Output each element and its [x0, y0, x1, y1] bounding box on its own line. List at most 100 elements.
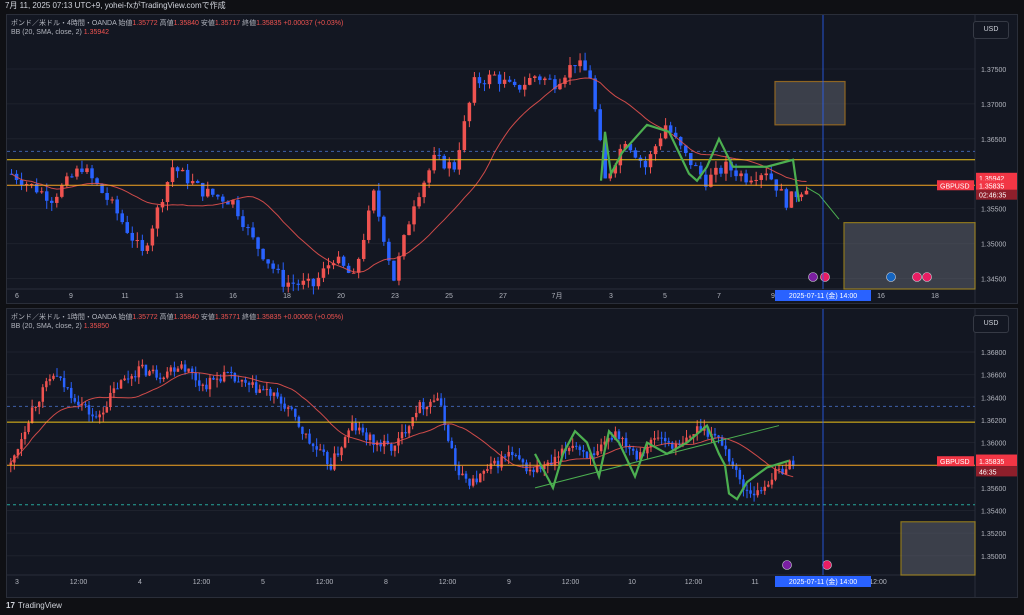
candle-body [361, 239, 366, 259]
candle-body [719, 167, 723, 174]
candle-body [148, 371, 151, 376]
candle-body [588, 70, 592, 79]
candle-body [247, 382, 251, 385]
candle-body [41, 387, 45, 402]
candle-body [115, 199, 119, 214]
time-tick-label: 5 [261, 579, 265, 586]
currency-button-1h[interactable]: USD [973, 315, 1009, 333]
footer-brand[interactable]: 17 TradingView [6, 599, 62, 613]
candle-body [155, 207, 160, 229]
candle-body [69, 387, 73, 399]
economic-event-icon [782, 560, 792, 570]
candle-body [688, 436, 692, 438]
candle-body [429, 401, 432, 407]
chart-canvas-1h[interactable]: 1.36800 1.36600 1.36400 1.36200 1.36000 1.356… [7, 309, 1017, 597]
candle-body [333, 453, 336, 470]
candle-body [437, 154, 441, 156]
candle-body [635, 450, 638, 460]
candle-body [784, 189, 789, 208]
candle-body [422, 402, 425, 410]
chart-canvas-4h[interactable]: 1.37500 1.37000 1.36500 1.35500 1.35000 1.345… [7, 15, 1017, 303]
candle-body [454, 448, 457, 465]
candle-body [180, 364, 183, 369]
candle-body [372, 434, 375, 446]
time-tick-label: 25 [445, 293, 453, 300]
economic-event-icon [912, 272, 922, 282]
price-tick-label: 1.35200 [981, 531, 1006, 538]
chart-pane-1h[interactable]: 1.36800 1.36600 1.36400 1.36200 1.36000 1.356… [6, 308, 1018, 598]
candle-body [558, 83, 562, 90]
candle-body [789, 191, 794, 208]
legend-symbol: ポンド／米ドル・1時間・OANDA [11, 314, 117, 321]
candle-body [390, 443, 393, 451]
candle-body [219, 378, 222, 382]
candle-body [567, 447, 571, 452]
legend-4h: ポンド／米ドル・4時間・OANDA 始値1.35772 高値1.35840 安値… [11, 19, 343, 28]
chart-pane-4h[interactable]: 1.37500 1.37000 1.36500 1.35500 1.35000 1.345… [6, 14, 1018, 304]
time-tick-label: 18 [931, 293, 939, 300]
candle-body [272, 392, 276, 396]
price-tick-label: 1.36600 [981, 373, 1006, 380]
candle-body [216, 194, 220, 197]
candle-body [221, 196, 225, 202]
candle-body [144, 364, 148, 376]
candle-body [59, 376, 62, 379]
candle-body [694, 165, 698, 167]
candle-body [283, 403, 286, 409]
candle-body [734, 170, 738, 177]
candle-body [294, 408, 297, 417]
candle-body [73, 398, 77, 402]
candle-body [592, 453, 596, 456]
candle-body [585, 451, 589, 459]
price-tick-label: 1.36200 [981, 418, 1006, 425]
candle-body [543, 78, 547, 81]
candle-body [668, 125, 673, 133]
candle-body [663, 437, 667, 442]
candle-body [548, 78, 552, 80]
legend-low: 1.35771 [214, 314, 241, 321]
candle-body [518, 455, 521, 460]
candle-body [190, 181, 195, 184]
candle-body [560, 448, 564, 457]
candle-body [34, 406, 37, 408]
candle-body [126, 378, 130, 380]
price-tag-bg [976, 172, 1017, 183]
currency-button-4h[interactable]: USD [973, 21, 1009, 39]
candle-body [24, 184, 29, 186]
candle-body [198, 380, 201, 386]
candle-body [729, 161, 733, 171]
candle-body [517, 85, 522, 90]
candle-body [276, 392, 279, 397]
time-tick-label: 11 [121, 293, 128, 300]
candle-body [165, 182, 170, 203]
time-tick-label: 16 [229, 293, 237, 300]
bollinger-basis-line [10, 371, 794, 478]
time-tick-label: 7月 [552, 292, 563, 300]
candle-body [779, 189, 784, 191]
candle-body [169, 367, 173, 372]
candle-body [784, 469, 788, 475]
candle-body [450, 440, 454, 449]
candle-body [91, 414, 94, 417]
candle-body [754, 179, 758, 181]
candle-body [50, 200, 54, 203]
candle-body [563, 77, 567, 84]
candle-body [422, 182, 426, 198]
candle-body [578, 446, 582, 451]
price-tick-label: 1.37000 [981, 102, 1006, 109]
candle-body [205, 384, 208, 390]
time-tick-label: 27 [499, 293, 507, 300]
candle-body [404, 432, 407, 434]
candle-body [183, 364, 187, 372]
candle-body [467, 102, 472, 122]
candle-body [23, 431, 27, 440]
brand-name: TradingView [17, 601, 62, 610]
candle-body [528, 469, 532, 472]
candle-body [749, 490, 752, 494]
candle-body [603, 441, 606, 445]
candle-body [241, 216, 245, 228]
candle-body [326, 452, 329, 465]
candle-body [137, 366, 141, 378]
candle-body [532, 469, 535, 472]
candle-body [533, 76, 537, 78]
